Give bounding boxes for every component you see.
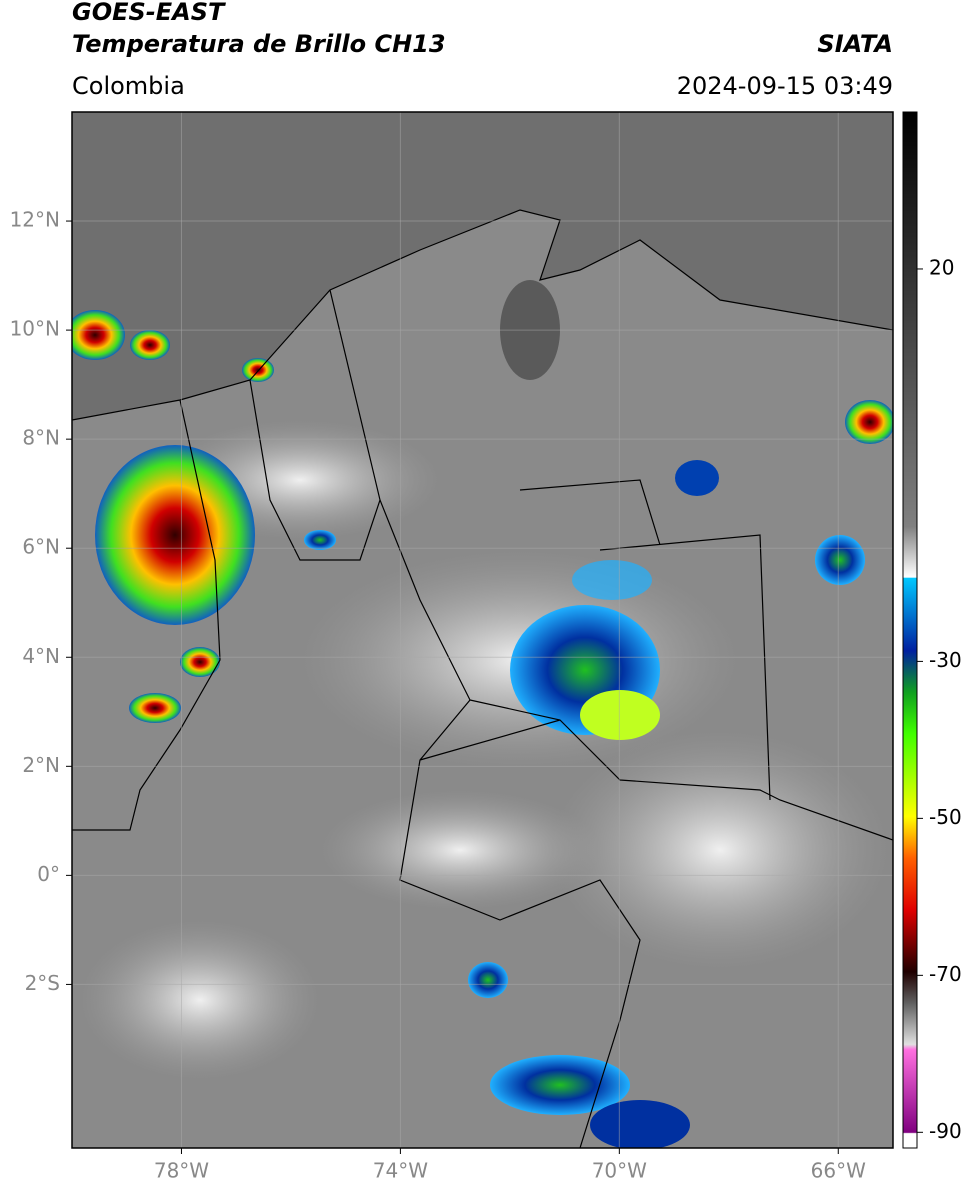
source: SIATA bbox=[817, 30, 893, 58]
colorbar-tick-label: -50 bbox=[929, 805, 962, 829]
satellite-image bbox=[72, 112, 893, 1148]
y-tick-label: 12°N bbox=[10, 208, 60, 232]
x-tick-label: 70°W bbox=[592, 1159, 647, 1183]
x-tick-label: 66°W bbox=[811, 1159, 866, 1183]
y-tick-label: 4°N bbox=[22, 644, 60, 668]
graticule bbox=[72, 112, 893, 1148]
y-tick-label: 0° bbox=[37, 862, 60, 886]
y-tick-label: 8°N bbox=[22, 426, 60, 450]
colorbar-tick-label: -30 bbox=[929, 648, 962, 672]
colorbar bbox=[902, 111, 918, 1149]
colorbar-tick-label: -90 bbox=[929, 1119, 962, 1143]
title: GOES-EAST bbox=[72, 0, 226, 26]
datetime: 2024-09-15 03:49 bbox=[677, 72, 893, 100]
region: Colombia bbox=[72, 72, 185, 100]
map-frame bbox=[71, 111, 894, 1149]
y-tick-label: 6°N bbox=[22, 535, 60, 559]
y-tick-label: 10°N bbox=[10, 317, 60, 341]
colorbar-tick-label: -70 bbox=[929, 962, 962, 986]
colorbar-tick-label: 20 bbox=[929, 255, 954, 279]
subtitle: Temperatura de Brillo CH13 bbox=[72, 30, 446, 58]
x-tick-label: 74°W bbox=[373, 1159, 428, 1183]
y-tick-label: 2°N bbox=[22, 753, 60, 777]
x-tick-label: 78°W bbox=[154, 1159, 209, 1183]
y-tick-label: 2°S bbox=[25, 971, 60, 995]
